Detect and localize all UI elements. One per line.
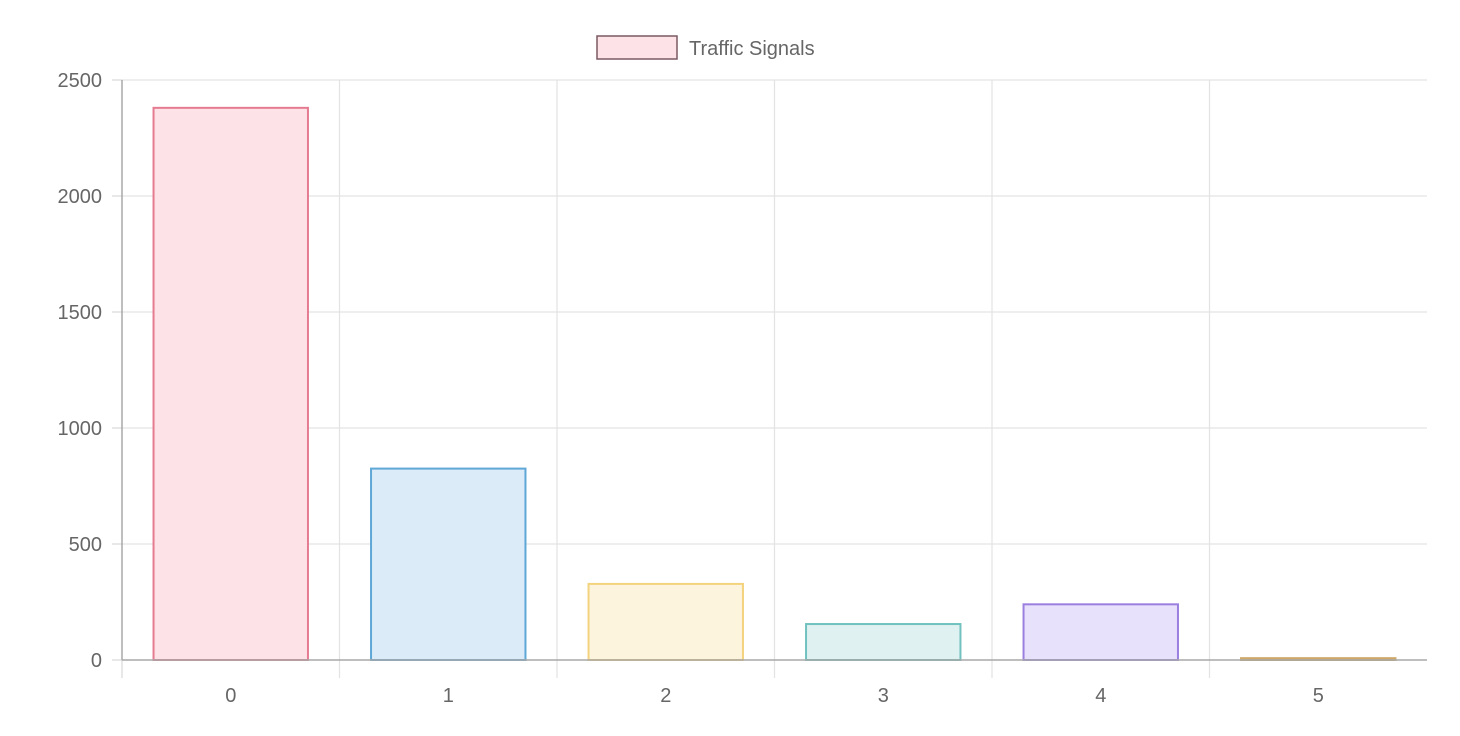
x-tick-label: 3 <box>878 685 889 707</box>
bar[interactable] <box>805 623 962 661</box>
x-tick-label: 5 <box>1313 685 1324 707</box>
grid-lines <box>112 79 1427 678</box>
x-tick-label: 1 <box>443 685 454 707</box>
axes <box>121 80 1427 661</box>
bar[interactable] <box>587 582 744 661</box>
legend[interactable]: Traffic Signals <box>596 35 815 60</box>
y-tick-label: 1500 <box>58 302 103 324</box>
bar[interactable] <box>1022 603 1179 662</box>
bars <box>152 106 1397 662</box>
x-tick-label: 4 <box>1095 685 1106 707</box>
legend-label[interactable]: Traffic Signals <box>689 38 815 60</box>
y-tick-label: 500 <box>69 534 102 556</box>
x-tick-label: 2 <box>660 685 671 707</box>
y-tick-label: 2000 <box>58 186 103 208</box>
y-tick-label: 2500 <box>58 70 103 92</box>
bar[interactable] <box>152 106 309 661</box>
y-tick-labels: 0 500 1000 1500 2000 2500 <box>58 70 103 672</box>
bar[interactable] <box>370 467 527 661</box>
y-tick-label: 0 <box>91 650 102 672</box>
x-tick-labels: 0 1 2 3 4 5 <box>225 685 1324 707</box>
x-tick-label: 0 <box>225 685 236 707</box>
legend-swatch[interactable] <box>596 35 678 60</box>
y-tick-label: 1000 <box>58 418 103 440</box>
